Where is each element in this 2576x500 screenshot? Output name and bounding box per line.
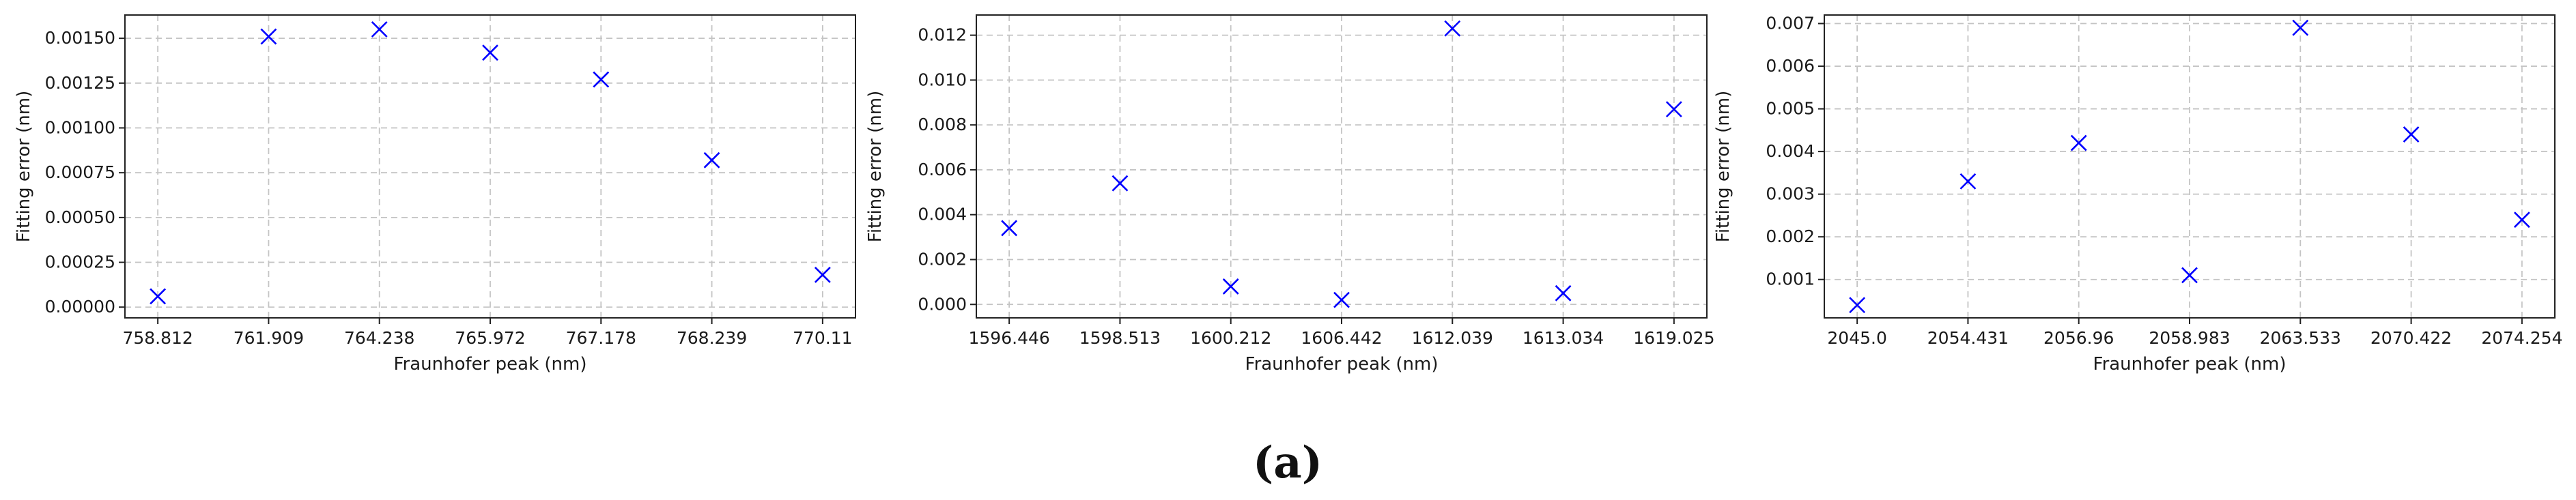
plot-area [1824, 15, 2555, 318]
x-axis-label: Fraunhofer peak (nm) [2093, 354, 2287, 374]
x-tick-label: 1606.442 [1301, 328, 1382, 348]
data-point-marker [1665, 101, 1682, 118]
x-tick-label: 761.909 [233, 328, 304, 348]
x-tick-label: 2056.96 [2043, 328, 2114, 348]
x-tick-label: 758.812 [122, 328, 193, 348]
figure-caption: (a) [1253, 437, 1322, 488]
y-tick-label: 0.00125 [45, 73, 115, 93]
x-tick-label: 1598.513 [1079, 328, 1161, 348]
x-tick-label: 768.239 [677, 328, 747, 348]
y-tick-label: 0.006 [1766, 56, 1815, 76]
plot-frame [976, 14, 1708, 319]
x-tick-label: 2045.0 [1827, 328, 1886, 348]
plot-frame [1824, 14, 2556, 319]
x-tick-label: 1600.212 [1190, 328, 1271, 348]
x-tick-label: 2070.422 [2370, 328, 2452, 348]
data-point-marker [2403, 126, 2420, 143]
data-point-marker [1849, 297, 1866, 314]
y-tick-label: 0.00075 [45, 162, 115, 182]
x-tick-label: 1596.446 [969, 328, 1050, 348]
y-tick-label: 0.00050 [45, 207, 115, 227]
y-tick-label: 0.003 [1766, 184, 1815, 204]
x-tick-label: 1619.025 [1633, 328, 1714, 348]
data-point-marker [703, 151, 720, 168]
data-point-marker [2513, 211, 2530, 229]
x-tick-label: 2058.983 [2149, 328, 2230, 348]
data-point-marker [1222, 278, 1239, 295]
y-tick-label: 0.005 [1766, 99, 1815, 119]
y-axis-label: Fitting error (nm) [865, 91, 886, 242]
x-tick-label: 770.11 [793, 328, 852, 348]
plot-area [976, 15, 1707, 318]
x-tick-label: 767.178 [566, 328, 636, 348]
y-tick-label: 0.004 [918, 205, 967, 224]
chart-panel-2: 0.000 0.002 0.004 0.006 0.008 0.010 0.012 1596.… [865, 14, 1714, 374]
data-point-marker [371, 21, 388, 38]
y-tick-label: 0.010 [918, 70, 967, 89]
data-point-marker [150, 288, 167, 305]
data-point-marker [1112, 175, 1129, 192]
y-tick-label: 0.008 [918, 115, 967, 134]
data-point-marker [1001, 220, 1018, 237]
data-point-marker [1333, 291, 1350, 308]
y-tick-label: 0.00000 [45, 297, 115, 317]
y-tick-label: 0.001 [1766, 269, 1815, 289]
y-tick-label: 0.006 [918, 160, 967, 179]
data-point-marker [1444, 20, 1461, 37]
y-tick-label: 0.000 [918, 294, 967, 314]
data-point-marker [814, 267, 831, 283]
x-tick-label: 1612.039 [1412, 328, 1493, 348]
data-point-marker [2181, 267, 2198, 284]
data-point-marker [2292, 19, 2309, 36]
data-point-marker [260, 28, 277, 45]
x-tick-label: 2054.431 [1927, 328, 2009, 348]
y-tick-label: 0.002 [918, 249, 967, 269]
x-tick-label: 764.238 [344, 328, 414, 348]
data-point-marker [482, 44, 498, 61]
x-axis-label: Fraunhofer peak (nm) [394, 354, 587, 374]
x-tick-label: 1613.034 [1523, 328, 1604, 348]
data-point-marker [2070, 134, 2087, 151]
y-tick-label: 0.00100 [45, 118, 115, 138]
data-point-marker [593, 71, 610, 88]
x-tick-label: 2074.254 [2481, 328, 2562, 348]
y-tick-label: 0.012 [918, 25, 967, 45]
y-tick-label: 0.002 [1766, 226, 1815, 246]
y-axis-label: Fitting error (nm) [1713, 91, 1733, 242]
y-tick-label: 0.00150 [45, 28, 115, 48]
chart-panel-3: 0.001 0.002 0.003 0.004 0.005 0.006 0.007 2045.… [1713, 14, 2562, 374]
y-tick-label: 0.00025 [45, 252, 115, 272]
plot-frame [124, 14, 856, 319]
x-tick-label: 765.972 [455, 328, 525, 348]
y-tick-label: 0.007 [1766, 14, 1815, 33]
y-tick-label: 0.004 [1766, 141, 1815, 161]
plot-area [125, 15, 855, 318]
data-point-marker [1959, 173, 1977, 190]
data-point-marker [1555, 284, 1572, 302]
chart-panel-1: 0.00000 0.00025 0.00050 0.00075 0.00100 0.001… [14, 14, 856, 374]
y-axis-label: Fitting error (nm) [14, 91, 34, 242]
x-axis-label: Fraunhofer peak (nm) [1245, 354, 1439, 374]
x-tick-label: 2063.533 [2260, 328, 2341, 348]
